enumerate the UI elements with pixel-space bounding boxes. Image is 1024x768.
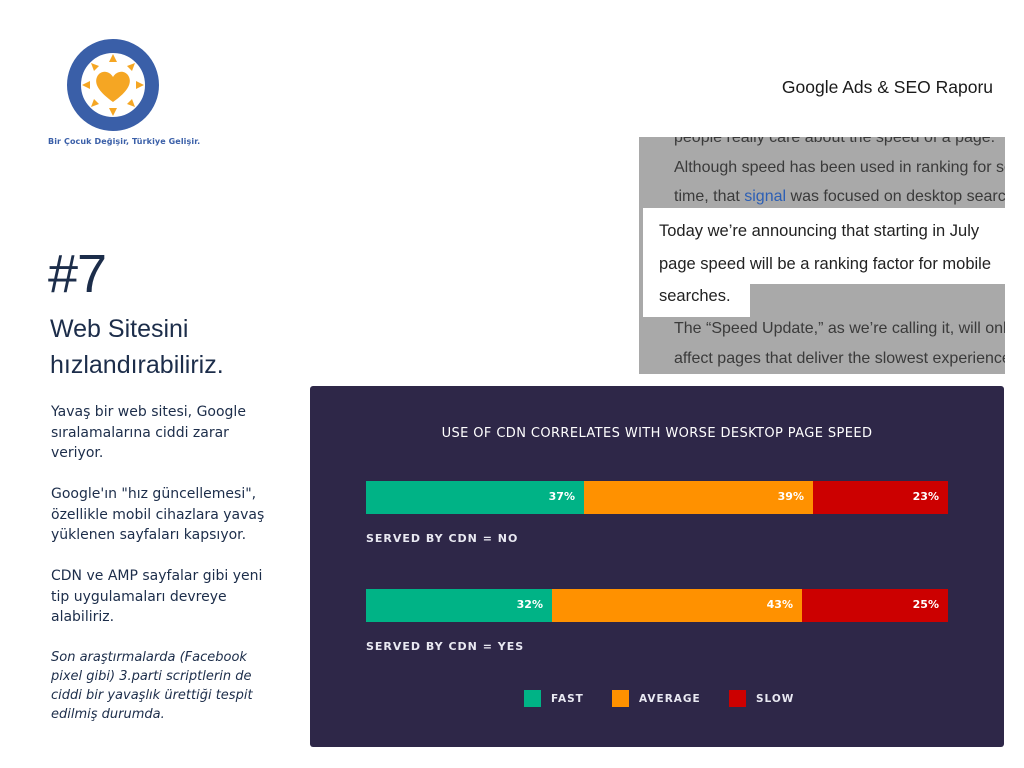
legend-item-fast: FAST xyxy=(524,690,584,707)
snippet-line-3: The “Speed Update,” as we’re calling it,… xyxy=(674,320,1005,337)
bar-segment-average: 39% xyxy=(584,481,813,514)
snippet-line-top: people really care about the speed of a … xyxy=(674,137,996,146)
bar-segment-slow: 25% xyxy=(802,589,948,622)
cdn-speed-chart: USE OF CDN CORRELATES WITH WORSE DESKTOP… xyxy=(310,386,1004,747)
logo: Bir Çocuk Değişir, Türkiye Gelişir. xyxy=(48,38,208,158)
bar-segment-fast: 37% xyxy=(366,481,584,514)
legend-item-average: AVERAGE xyxy=(612,690,701,707)
category-label: SERVED BY CDN = YES xyxy=(366,640,525,653)
chart-title: USE OF CDN CORRELATES WITH WORSE DESKTOP… xyxy=(441,426,873,441)
legend-label: SLOW xyxy=(756,692,795,705)
bar-segment-slow: 23% xyxy=(813,481,948,514)
category-label: SERVED BY CDN = NO xyxy=(366,532,519,545)
bar-value-label: 25% xyxy=(912,598,939,611)
paragraph-speed-update: Google'ın "hız güncellemesi", özellikle … xyxy=(51,486,265,543)
paragraph-third-party-note: Son araştırmalarda (Facebook pixel gibi)… xyxy=(51,650,253,722)
snippet-line-4: affect pages that deliver the slowest ex… xyxy=(674,350,1005,367)
snippet-line-2-after: was focused on desktop searc xyxy=(786,188,1006,205)
bar-segment-fast: 32% xyxy=(366,589,552,622)
signal-link[interactable]: signal xyxy=(744,188,787,205)
legend-label: AVERAGE xyxy=(639,692,701,705)
bar-value-label: 39% xyxy=(777,490,804,503)
highlight-line-1: Today we’re announcing that starting in … xyxy=(659,222,980,240)
legend-swatch xyxy=(524,690,541,707)
snippet-line-2: time, that signal was focused on desktop… xyxy=(674,188,1005,206)
highlight-line-2: page speed will be a ranking factor for … xyxy=(659,255,992,273)
bar-value-label: 23% xyxy=(912,490,939,503)
bar-value-label: 32% xyxy=(516,598,543,611)
slide-subtitle: Web Sitesini hızlandırabiliriz. xyxy=(50,315,224,379)
legend-label: FAST xyxy=(551,692,584,705)
report-title: Google Ads & SEO Raporu xyxy=(781,77,993,97)
announcement-snippet: people really care about the speed of a … xyxy=(639,137,1005,374)
logo-tagline: Bir Çocuk Değişir, Türkiye Gelişir. xyxy=(48,137,201,146)
highlight-block-tail xyxy=(643,284,750,317)
legend-item-slow: SLOW xyxy=(729,690,794,707)
snippet-line-1: Although speed has been used in ranking … xyxy=(674,159,1005,176)
heart-sun-logo-icon xyxy=(67,39,159,131)
snippet-line-2-before: time, that xyxy=(674,188,745,205)
highlight-block xyxy=(643,208,1005,284)
bar-segment-average: 43% xyxy=(552,589,802,622)
legend-swatch xyxy=(612,690,629,707)
highlight-line-3: searches. xyxy=(659,287,731,305)
slide-number: #7 xyxy=(48,244,107,304)
paragraph-cdn-amp: CDN ve AMP sayfalar gibi yeni tip uygula… xyxy=(51,568,263,625)
legend-swatch xyxy=(729,690,746,707)
paragraph-slow-site: Yavaş bir web sitesi, Google sıralamalar… xyxy=(51,404,246,461)
bar-value-label: 43% xyxy=(766,598,793,611)
bar-value-label: 37% xyxy=(548,490,575,503)
